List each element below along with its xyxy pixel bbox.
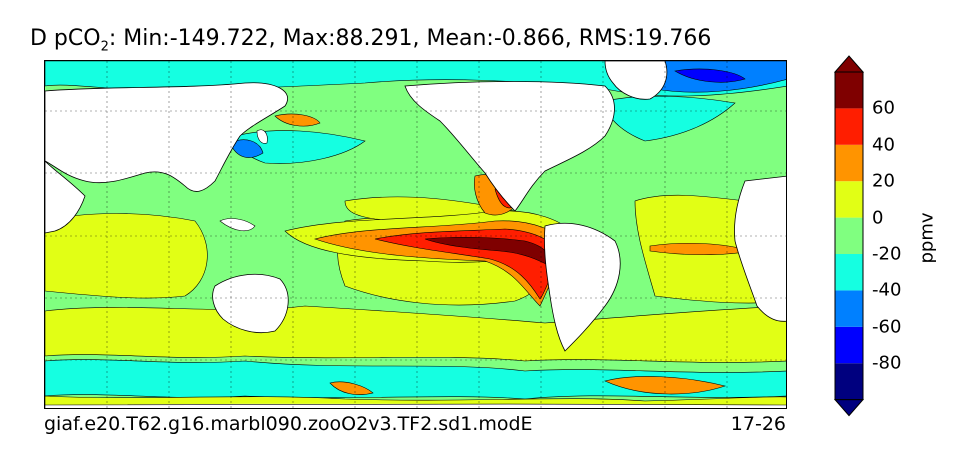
land-australia xyxy=(212,273,289,334)
colorbar-tick-label: -40 xyxy=(872,279,902,301)
map-panel xyxy=(44,60,787,409)
colorbar-outline xyxy=(834,71,864,401)
title-variable: D pCO xyxy=(30,26,101,51)
kuroshio-blue xyxy=(229,139,264,158)
colorbar-segment xyxy=(835,181,863,218)
colorbar-tick-label: -60 xyxy=(872,316,902,338)
antarctic-orange-patch-1 xyxy=(329,381,374,395)
graticule xyxy=(45,61,786,408)
southern-ocean-yellow-band xyxy=(45,305,786,363)
land-antarctica-strip xyxy=(45,403,786,408)
land-indonesia xyxy=(219,218,256,231)
colorbar-segment xyxy=(835,363,863,400)
colorbar-extend-min xyxy=(833,399,865,417)
north-pacific-orange xyxy=(274,113,321,127)
pco2-map xyxy=(45,61,786,408)
colorbar-segment xyxy=(835,144,863,182)
land-south-america xyxy=(544,222,621,352)
colorbar-segment xyxy=(835,217,863,254)
colorbar-tick-label: 0 xyxy=(872,207,884,229)
land-japan xyxy=(256,129,268,144)
land-africa xyxy=(734,175,786,322)
colorbar-segment xyxy=(835,72,863,109)
north-atlantic-cyan xyxy=(604,95,736,142)
southern-ocean-cyan-band xyxy=(45,359,786,400)
indian-ocean-yellow xyxy=(45,213,208,299)
colorbar-tick-label: -80 xyxy=(872,352,902,374)
nordic-seas-dark xyxy=(674,68,746,83)
colorbar-segments xyxy=(833,55,865,417)
colorbar-tick-label: 40 xyxy=(872,134,895,156)
colorbar-tick-label: 60 xyxy=(872,97,895,119)
colorbar-label: ppmv xyxy=(916,212,938,264)
colorbar-segment xyxy=(835,290,863,327)
title-subscript: 2 xyxy=(100,39,109,55)
colorbar-segment xyxy=(835,326,863,364)
colorbar-segment xyxy=(835,254,863,291)
plot-title: D pCO2: Min:-149.722, Max:88.291, Mean:-… xyxy=(30,26,711,54)
title-stats: : Min:-149.722, Max:88.291, Mean:-0.866,… xyxy=(108,26,712,51)
antarctic-orange-patch-2 xyxy=(604,376,727,395)
land-greenland xyxy=(604,61,668,100)
year-range: 17-26 xyxy=(730,413,786,435)
colorbar-extend-max xyxy=(833,55,865,73)
case-name: giaf.e20.T62.g16.marbl090.zooO2v3.TF2.sd… xyxy=(44,413,533,435)
colorbar-segment xyxy=(835,108,863,145)
land-eurasia xyxy=(45,82,288,192)
land-africa-arabia xyxy=(45,160,86,234)
colorbar-tick-label: -20 xyxy=(872,243,902,265)
land-north-america xyxy=(404,81,615,212)
colorbar-tick-label: 20 xyxy=(872,170,895,192)
colorbar xyxy=(833,55,865,417)
